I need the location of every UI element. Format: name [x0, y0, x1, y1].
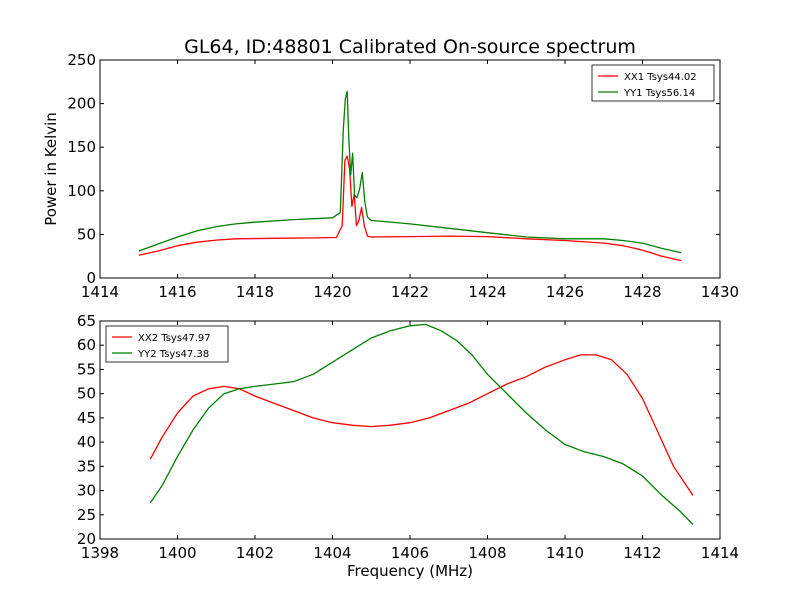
top-x-tick-label: 1416 — [158, 283, 196, 301]
bottom-y-tick-label: 30 — [77, 482, 96, 500]
top-legend-box — [591, 64, 715, 102]
bottom-legend-label-1: XX2 Tsys47.97 — [138, 333, 211, 344]
bottom-legend-box — [105, 325, 229, 363]
top-y-axis-label: Power in Kelvin — [42, 112, 60, 226]
chart-title: GL64, ID:48801 Calibrated On-source spec… — [184, 36, 636, 58]
top-y-tick-label: 0 — [86, 269, 96, 287]
bottom-y-tick-label: 25 — [77, 506, 96, 524]
bottom-x-tick-label: 1414 — [701, 544, 739, 562]
top-y-tick-label: 250 — [67, 51, 96, 69]
top-x-tick-label: 1428 — [623, 283, 661, 301]
top-y-tick-label: 150 — [67, 138, 96, 156]
top-x-tick-label: 1418 — [236, 283, 274, 301]
bottom-y-tick-label: 65 — [77, 312, 96, 330]
bottom-series-line-1 — [149, 354, 694, 496]
bottom-x-tick-label: 1410 — [546, 544, 584, 562]
bottom-series-line-2 — [149, 323, 694, 525]
bottom-y-tick-label: 35 — [77, 457, 96, 475]
bottom-y-tick-label: 50 — [77, 385, 96, 403]
bottom-y-tick-label: 40 — [77, 433, 96, 451]
top-x-tick-label: 1424 — [468, 283, 506, 301]
top-series-line-2 — [138, 90, 682, 254]
top-legend: XX1 Tsys44.02 YY1 Tsys56.14 — [591, 64, 715, 102]
top-legend-label-1: XX1 Tsys44.02 — [624, 72, 697, 83]
bottom-y-tick-label: 45 — [77, 409, 96, 427]
top-y-tick-label: 50 — [77, 225, 96, 243]
top-y-tick-label: 200 — [67, 95, 96, 113]
bottom-legend: XX2 Tsys47.97 YY2 Tsys47.38 — [105, 325, 229, 363]
bottom-x-tick-label: 1406 — [391, 544, 429, 562]
bottom-x-tick-label: 1408 — [468, 544, 506, 562]
bottom-x-tick-label: 1400 — [158, 544, 196, 562]
top-x-tick-label: 1414 — [81, 283, 119, 301]
bottom-x-tick-label: 1404 — [313, 544, 351, 562]
top-series-line-1 — [138, 155, 682, 262]
bottom-y-tick-label: 20 — [77, 530, 96, 548]
top-x-tick-label: 1420 — [313, 283, 351, 301]
bottom-y-tick-label: 60 — [77, 336, 96, 354]
top-x-tick-label: 1426 — [546, 283, 584, 301]
bottom-y-tick-label: 55 — [77, 360, 96, 378]
bottom-x-axis-label: Frequency (MHz) — [347, 562, 473, 580]
bottom-legend-label-2: YY2 Tsys47.38 — [137, 349, 209, 360]
top-x-tick-label: 1422 — [391, 283, 429, 301]
bottom-x-tick-label: 1402 — [236, 544, 274, 562]
top-legend-label-2: YY1 Tsys56.14 — [623, 88, 695, 99]
top-x-tick-label: 1430 — [701, 283, 739, 301]
bottom-x-tick-label: 1412 — [623, 544, 661, 562]
bottom-x-tick-label: 1398 — [81, 544, 119, 562]
top-y-tick-label: 100 — [67, 182, 96, 200]
